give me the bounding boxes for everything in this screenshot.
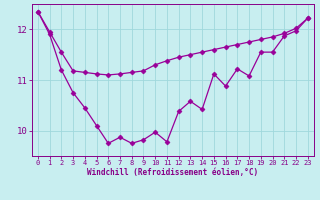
X-axis label: Windchill (Refroidissement éolien,°C): Windchill (Refroidissement éolien,°C)	[87, 168, 258, 177]
